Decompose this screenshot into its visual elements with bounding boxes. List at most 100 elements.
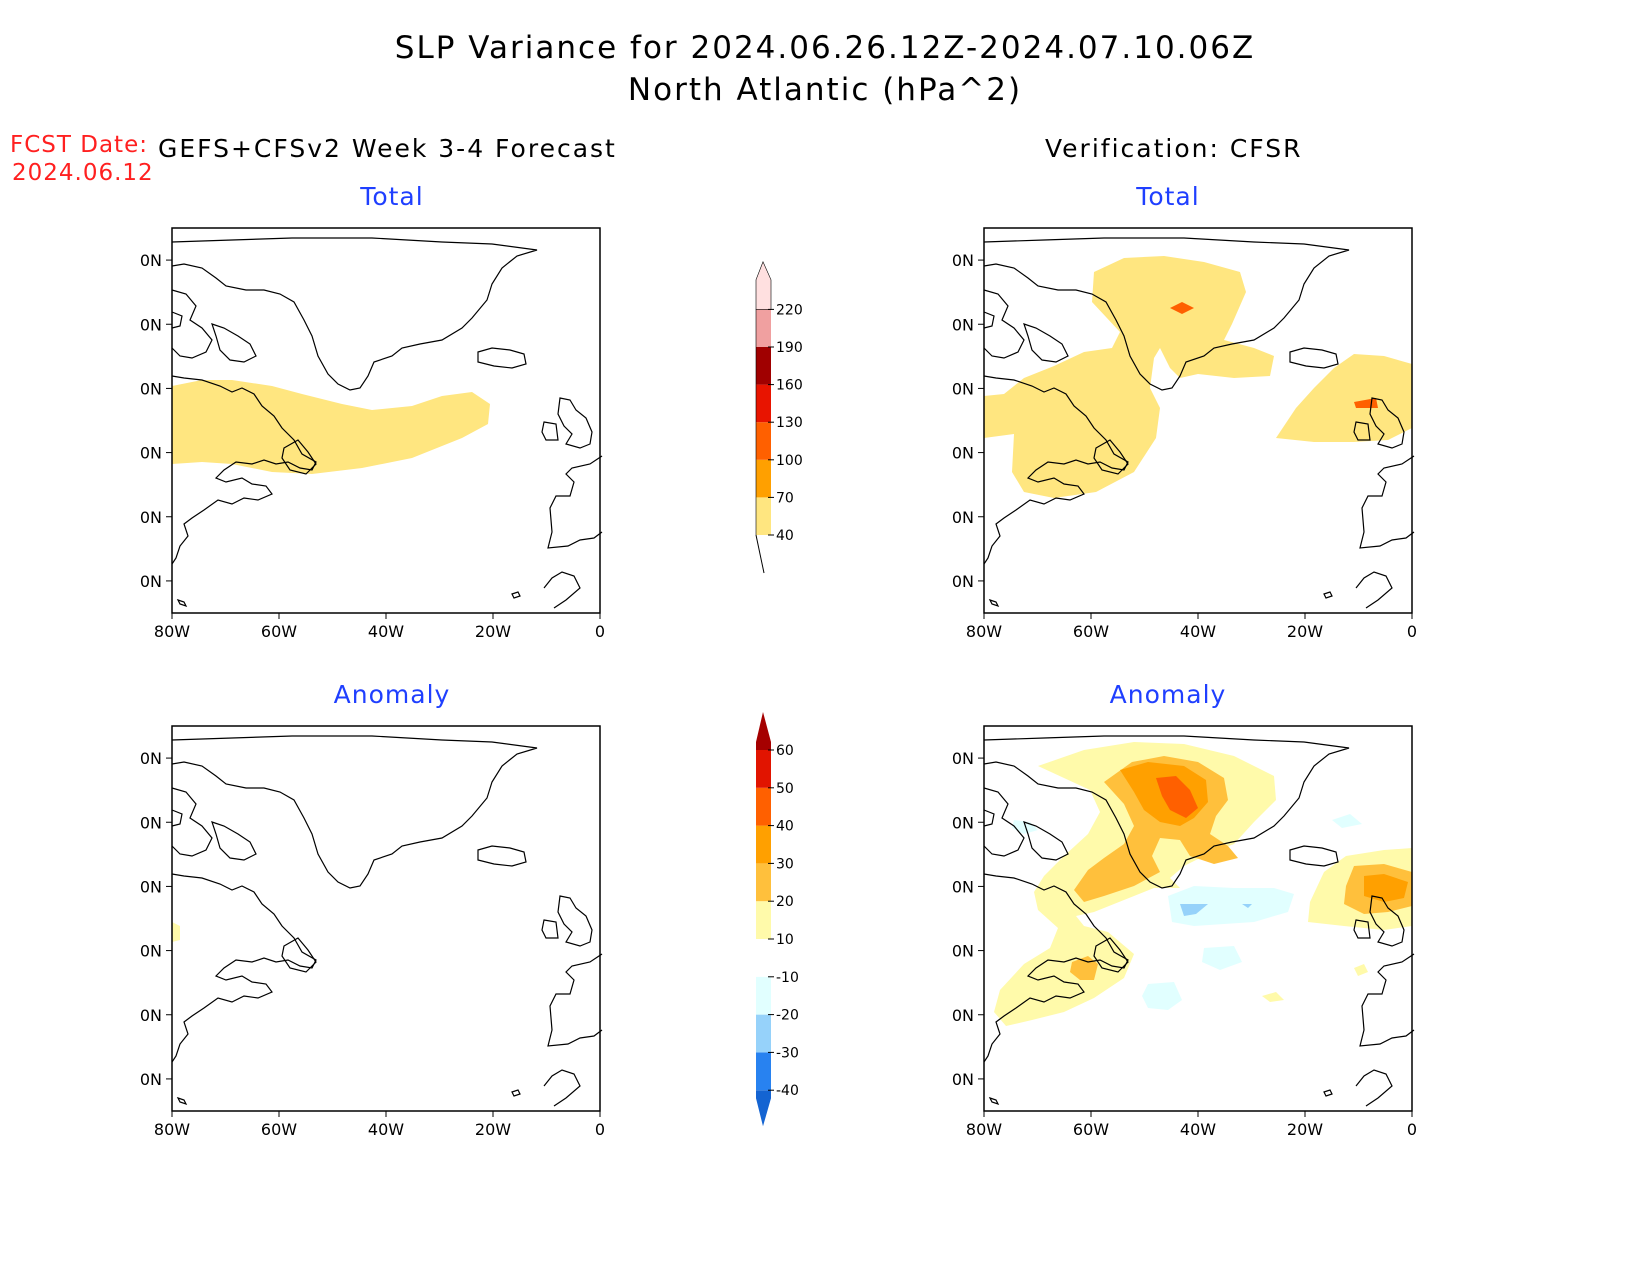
lon-tick-label: 80W <box>154 622 190 641</box>
lat-tick-label: 30N <box>140 572 162 591</box>
lat-tick-label: 80N <box>952 749 974 768</box>
anomaly-colorbar-box <box>756 939 771 977</box>
lon-tick-label: 0 <box>1407 622 1417 641</box>
lon-tick-label: 60W <box>261 622 297 641</box>
anomaly-colorbar-label: 20 <box>776 894 794 910</box>
lat-tick-label: 40N <box>140 1006 162 1025</box>
lon-tick-label: 40W <box>1180 1120 1216 1139</box>
total-colorbar-box <box>756 497 771 535</box>
left-column-header: GEFS+CFSv2 Week 3-4 Forecast <box>158 134 617 163</box>
lat-tick-label: 80N <box>140 251 162 270</box>
lat-tick-label: 70N <box>140 813 162 832</box>
lat-tick-label: 50N <box>952 942 974 961</box>
anomaly-colorbar-label: 60 <box>776 743 794 759</box>
lon-tick-label: 80W <box>966 1120 1002 1139</box>
anomaly-colorbar: -40 -30 -20 -10 10 20 30 40 50 60 <box>756 712 799 1127</box>
verification-total-area-west <box>984 256 1274 498</box>
lat-tick-label: 60N <box>952 379 974 398</box>
lon-tick-label: 20W <box>1287 622 1323 641</box>
lat-tick-label: 60N <box>140 379 162 398</box>
anomaly-colorbar-box <box>756 712 771 750</box>
lon-tick-label: 0 <box>1407 1120 1417 1139</box>
total-colorbar-box <box>756 347 771 385</box>
anomaly-colorbar-box <box>756 901 771 939</box>
anomaly-colorbar-box <box>756 1090 771 1127</box>
lat-tick-label: 50N <box>952 444 974 463</box>
total-colorbar-label: 70 <box>776 490 794 506</box>
anomaly-colorbar-box <box>756 825 771 864</box>
total-colorbar-label: 220 <box>776 302 803 318</box>
anomaly-colorbar-label: -40 <box>776 1083 799 1099</box>
forecast-total-variance-band <box>172 380 490 474</box>
verification-total-subtitle: Total <box>1136 182 1200 211</box>
lon-tick-label: 0 <box>595 622 605 641</box>
lon-tick-label: 40W <box>368 1120 404 1139</box>
lat-tick-label: 80N <box>952 251 974 270</box>
lat-tick-label: 70N <box>140 315 162 334</box>
verification-anomaly-axes: 80N 70N 60N 50N 40N 30N 80W 60W 40W 20W 0 <box>952 749 1417 1139</box>
total-colorbar-label: 40 <box>776 528 794 544</box>
total-colorbar-label: 190 <box>776 340 803 356</box>
lon-tick-label: 20W <box>1287 1120 1323 1139</box>
lon-tick-label: 40W <box>1180 622 1216 641</box>
verification-anomaly-map: 80N 70N 60N 50N 40N 30N 80W 60W 40W 20W 0 <box>952 725 1417 1139</box>
lon-tick-label: 0 <box>595 1120 605 1139</box>
lat-tick-label: 30N <box>952 572 974 591</box>
lat-tick-label: 40N <box>140 508 162 527</box>
total-colorbar-box <box>756 309 771 347</box>
fcst-date-label: FCST Date: <box>10 132 148 158</box>
lat-tick-label: 50N <box>140 444 162 463</box>
total-colorbar-label: 100 <box>776 453 803 469</box>
total-colorbar-box <box>756 384 771 423</box>
anomaly-colorbar-label: -30 <box>776 1045 799 1061</box>
forecast-anomaly-axes: 80N 70N 60N 50N 40N 30N 80W 60W 40W 20W 0 <box>140 749 605 1139</box>
total-colorbar-box <box>756 459 771 498</box>
total-colorbar-label: 130 <box>776 415 803 431</box>
verification-anomaly-subtitle: Anomaly <box>1109 680 1227 709</box>
anomaly-colorbar-box <box>756 750 771 788</box>
total-colorbar: 40 70 100 130 160 190 220 <box>755 261 803 574</box>
anomaly-colorbar-label: 50 <box>776 781 794 797</box>
lat-tick-label: 60N <box>952 877 974 896</box>
total-colorbar-box <box>756 422 771 460</box>
lat-tick-label: 60N <box>140 877 162 896</box>
forecast-total-axes: 80N 70N 60N 50N 40N 30N 80W 60W 40W 20W 0 <box>140 251 605 641</box>
anomaly-colorbar-box <box>756 787 771 826</box>
forecast-anomaly-small-positive <box>172 922 180 942</box>
lat-tick-label: 70N <box>952 813 974 832</box>
lon-tick-label: 60W <box>1073 622 1109 641</box>
anomaly-colorbar-box <box>756 1052 771 1091</box>
lat-tick-label: 50N <box>140 942 162 961</box>
verification-total-max-greenland <box>1170 302 1194 314</box>
anomaly-colorbar-label: 30 <box>776 856 794 872</box>
lat-tick-label: 70N <box>952 315 974 334</box>
anomaly-colorbar-label: -10 <box>776 970 799 986</box>
anomaly-colorbar-label: 10 <box>776 932 794 948</box>
right-column-header: Verification: CFSR <box>1045 134 1303 163</box>
lon-tick-label: 60W <box>1073 1120 1109 1139</box>
lon-tick-label: 20W <box>475 622 511 641</box>
lat-tick-label: 40N <box>952 1006 974 1025</box>
lon-tick-label: 80W <box>966 622 1002 641</box>
verification-anomaly-negative-10 <box>1168 886 1294 926</box>
anomaly-colorbar-box <box>756 863 771 902</box>
fcst-date-value: 2024.06.12 <box>12 160 154 186</box>
lon-tick-label: 60W <box>261 1120 297 1139</box>
anomaly-colorbar-label: -20 <box>776 1008 799 1024</box>
anomaly-colorbar-box <box>756 976 771 1015</box>
lon-tick-label: 80W <box>154 1120 190 1139</box>
lat-tick-label: 30N <box>952 1070 974 1089</box>
verification-anomaly-negative-20 <box>1180 904 1208 916</box>
lon-tick-label: 20W <box>475 1120 511 1139</box>
verification-total-area-east <box>1276 354 1412 442</box>
lat-tick-label: 30N <box>140 1070 162 1089</box>
verification-total-axes: 80N 70N 60N 50N 40N 30N 80W 60W 40W 20W 0 <box>952 251 1417 641</box>
chart-title-line1: SLP Variance for 2024.06.26.12Z-2024.07.… <box>394 30 1256 66</box>
anomaly-colorbar-label: 40 <box>776 819 794 835</box>
lat-tick-label: 80N <box>140 749 162 768</box>
lat-tick-label: 40N <box>952 508 974 527</box>
forecast-anomaly-map: 80N 70N 60N 50N 40N 30N 80W 60W 40W 20W 0 <box>140 725 605 1139</box>
forecast-total-subtitle: Total <box>360 182 424 211</box>
anomaly-colorbar-box <box>756 1014 771 1053</box>
total-colorbar-box <box>755 261 772 310</box>
